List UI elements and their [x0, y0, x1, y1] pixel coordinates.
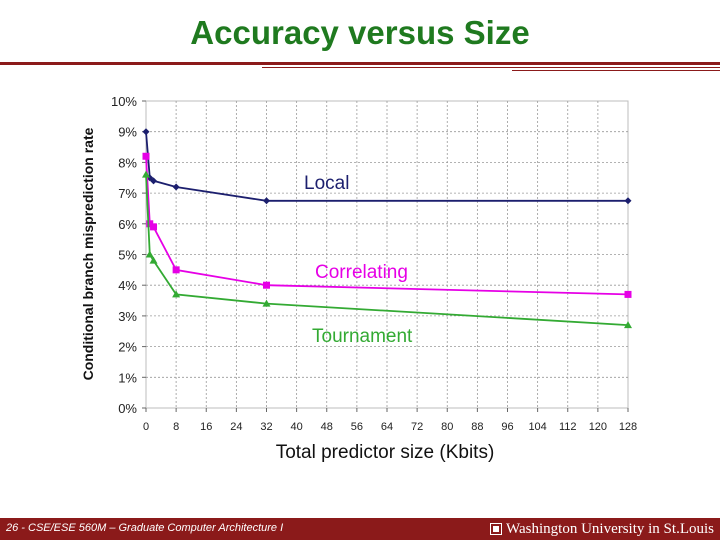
series-label: Tournament — [312, 326, 413, 347]
y-tick-label: 8% — [118, 155, 137, 170]
y-tick-label: 4% — [118, 278, 137, 293]
data-point — [146, 220, 154, 228]
data-point — [624, 197, 632, 205]
title-rule — [0, 62, 720, 65]
university-logo: Washington University in St.Louis — [490, 518, 714, 540]
misprediction-chart: 0% 1% 2% 3% 4% 5% 6% 7% 8% 9% 10% 0 8 16 24 32 40 48 56 64 7… — [80, 94, 637, 463]
y-tick-label: 6% — [118, 217, 137, 232]
data-point — [142, 128, 150, 136]
data-point — [150, 223, 158, 231]
x-tick-label: 40 — [291, 421, 303, 433]
x-tick-label: 120 — [589, 421, 607, 433]
x-tick-label: 48 — [321, 421, 333, 433]
series-line — [145, 156, 629, 296]
university-name: Washington University in St.Louis — [506, 520, 714, 537]
x-tick-label: 112 — [559, 421, 577, 433]
x-tick-label: 0 — [143, 421, 149, 433]
x-tick-label: 16 — [200, 421, 212, 433]
data-point — [263, 197, 270, 205]
series-line — [145, 174, 629, 326]
data-point — [624, 321, 632, 329]
data-point — [150, 177, 158, 185]
data-point — [149, 256, 158, 264]
x-tick-label: 96 — [501, 421, 513, 433]
data-point — [172, 183, 180, 191]
x-tick-label: 32 — [260, 421, 272, 433]
y-tick-label: 0% — [118, 401, 137, 416]
x-axis-label: Total predictor size (Kbits) — [276, 442, 495, 463]
x-tick-label: 56 — [351, 421, 363, 433]
data-point — [145, 250, 154, 258]
x-tick-label: 80 — [441, 421, 453, 433]
y-tick-label: 5% — [118, 248, 137, 263]
title-rule-tertiary — [512, 70, 720, 71]
title-rule-secondary — [262, 67, 720, 68]
y-axis-label: Conditional branch misprediction rate — [80, 127, 96, 380]
y-tick-label: 9% — [118, 125, 137, 140]
data-point — [172, 290, 181, 298]
x-tick-label: 64 — [381, 421, 393, 433]
footer-band: 26 - CSE/ESE 560M – Graduate Computer Ar… — [0, 518, 720, 540]
series-label: Local — [304, 173, 349, 194]
footer-course-text: 26 - CSE/ESE 560M – Graduate Computer Ar… — [6, 522, 284, 534]
y-tick-label: 7% — [118, 186, 137, 201]
y-tick-label: 3% — [118, 309, 137, 324]
x-tick-label: 72 — [411, 421, 423, 433]
series-line — [145, 131, 628, 202]
series-label: Correlating — [315, 262, 408, 283]
data-point — [263, 281, 270, 289]
x-tick-label: 128 — [619, 421, 637, 433]
x-tick-label: 8 — [173, 421, 179, 433]
data-point — [172, 266, 180, 274]
x-tick-label: 88 — [471, 421, 483, 433]
slide-title: Accuracy versus Size — [190, 14, 530, 51]
x-tick-label: 24 — [230, 421, 242, 433]
y-tick-label: 2% — [118, 340, 137, 355]
data-point — [262, 299, 271, 307]
data-point — [142, 170, 150, 178]
x-tick-label: 104 — [528, 421, 546, 433]
y-tick-label: 1% — [118, 370, 137, 385]
y-tick-label: 10% — [111, 94, 137, 109]
data-point — [624, 290, 632, 298]
shield-icon — [490, 523, 503, 535]
data-point — [142, 152, 150, 160]
